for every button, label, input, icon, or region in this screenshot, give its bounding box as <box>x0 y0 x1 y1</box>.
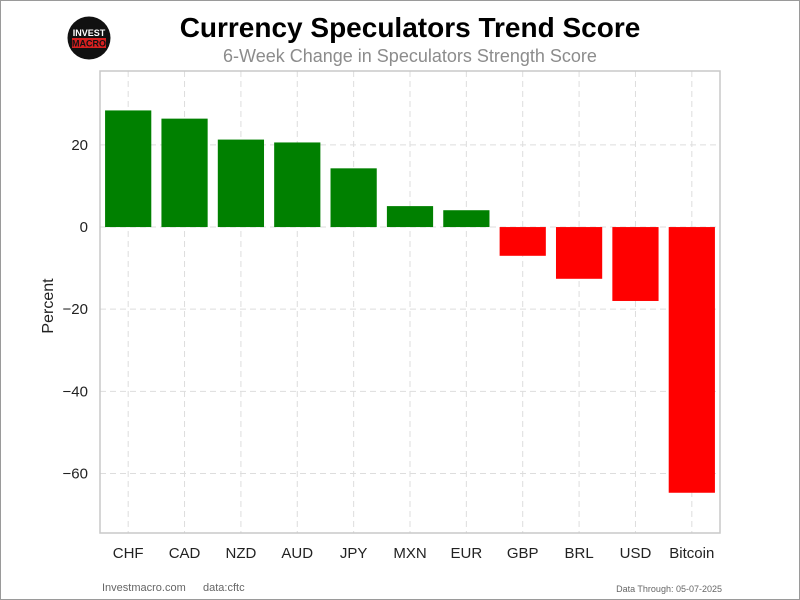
x-tick-label-usd: USD <box>620 545 652 562</box>
x-tick-label-chf: CHF <box>113 545 144 562</box>
footer-source: data:cftc <box>203 582 245 594</box>
bar-nzd <box>217 139 265 228</box>
grid-layer <box>100 71 720 533</box>
bar-brl <box>555 227 603 279</box>
x-tick-label-jpy: JPY <box>340 545 368 562</box>
bar-chf <box>105 110 152 228</box>
x-tick-label-eur: EUR <box>451 545 483 562</box>
x-tick-labels: CHF CAD NZD AUD JPY MXN EUR GBP BRL USD Bitcoin <box>113 545 715 562</box>
y-tick-label: −40 <box>63 383 88 400</box>
y-tick-label: −20 <box>63 301 88 318</box>
y-tick-label: −60 <box>63 465 88 482</box>
y-tick-label: 20 <box>71 137 88 154</box>
bar-cad <box>161 118 208 228</box>
y-tick-labels: 20 0 −20 −40 −60 <box>63 137 88 483</box>
x-tick-label-brl: BRL <box>564 545 593 562</box>
plot-border <box>99 70 721 534</box>
bar-gbp <box>499 227 546 256</box>
investmacro-logo: INVEST MACRO <box>67 16 111 60</box>
bar-aud <box>274 142 321 228</box>
bar-bitcoin <box>668 227 715 493</box>
logo-accent-bar <box>72 38 106 48</box>
logo-line2: MACRO <box>72 39 106 49</box>
logo-line1: INVEST <box>73 28 106 38</box>
footer-site: Investmacro.com <box>102 582 186 594</box>
footer-data-through: Data Through: 05-07-2025 <box>616 584 722 594</box>
x-tick-label-cad: CAD <box>169 545 201 562</box>
bar-layer <box>105 110 715 493</box>
bar-mxn <box>386 206 434 228</box>
chart-subtitle: 6-Week Change in Speculators Strength Sc… <box>223 46 597 66</box>
bar-jpy <box>330 168 377 228</box>
chart-title: Currency Speculators Trend Score <box>179 12 641 43</box>
bar-usd <box>612 227 659 301</box>
y-tick-label: 0 <box>80 219 88 236</box>
x-tick-label-mxn: MXN <box>393 545 426 562</box>
x-tick-label-nzd: NZD <box>225 545 256 562</box>
x-tick-label-bitcoin: Bitcoin <box>669 545 714 562</box>
x-tick-label-gbp: GBP <box>507 545 539 562</box>
y-axis-label: Percent <box>40 278 57 334</box>
bar-eur <box>443 210 490 228</box>
x-tick-label-aud: AUD <box>281 545 313 562</box>
